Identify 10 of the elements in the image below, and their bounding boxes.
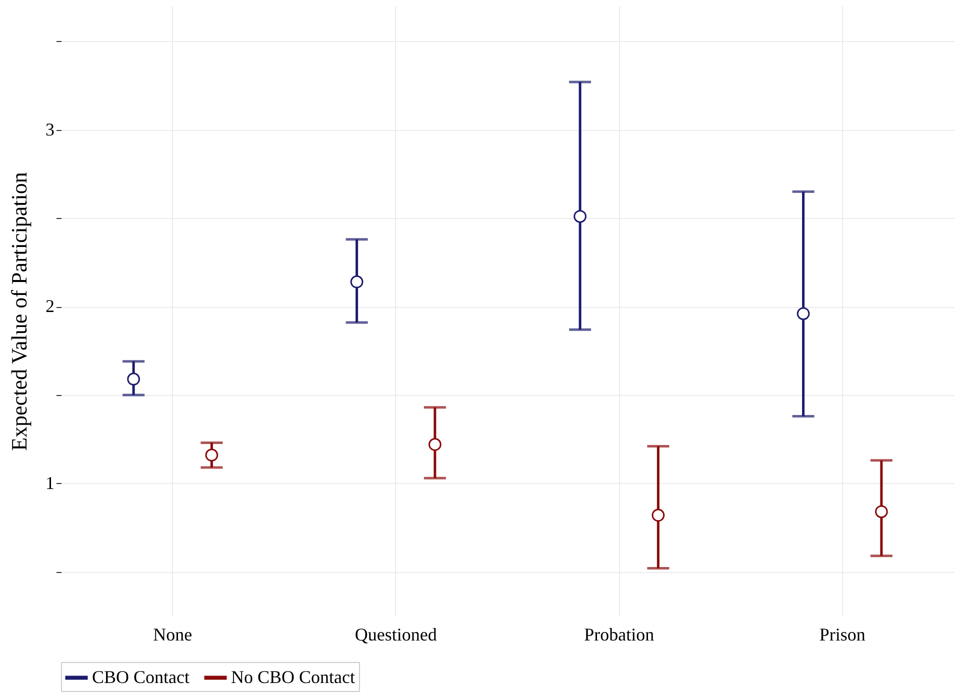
legend-label: No CBO Contact — [231, 666, 355, 687]
legend-label: CBO Contact — [92, 666, 190, 687]
x-tick-label: Prison — [819, 624, 866, 644]
x-tick-label: Questioned — [354, 624, 437, 644]
y-tick-label: 3 — [46, 119, 54, 140]
y-tick-label: 1 — [46, 472, 54, 493]
x-tick-label: None — [153, 624, 192, 644]
y-axis-title: Expected Value of Participation — [6, 172, 32, 451]
x-tick-label: Probation — [584, 624, 654, 644]
y-tick-label: 2 — [46, 296, 54, 316]
